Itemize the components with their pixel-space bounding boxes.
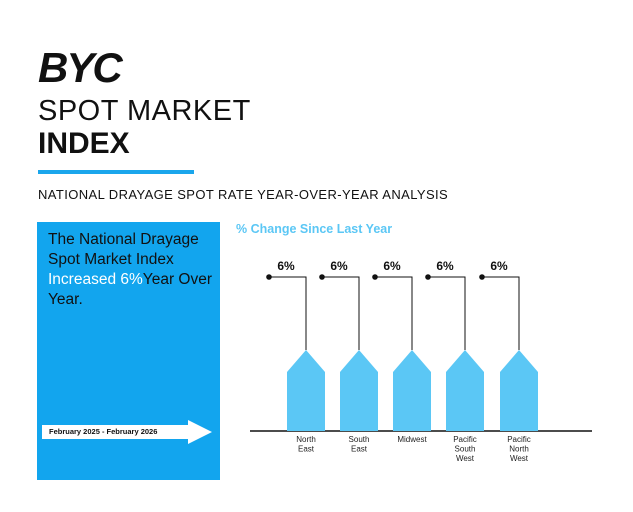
- leader-line: [269, 276, 307, 350]
- leader-dot: [425, 274, 431, 280]
- date-arrow-icon: [42, 420, 212, 444]
- summary-text: The National Drayage Spot Market Index I…: [48, 230, 216, 310]
- leader-dot: [479, 274, 485, 280]
- leader-dot: [266, 274, 272, 280]
- category-label: Pacific South West: [453, 435, 477, 463]
- category-label: Pacific North West: [507, 435, 531, 463]
- bar: [287, 350, 325, 431]
- summary-highlight: Increased 6%: [48, 271, 143, 288]
- leader-dot: [372, 274, 378, 280]
- leader-line: [428, 276, 466, 350]
- date-range: February 2025 - February 2026: [49, 427, 158, 436]
- bar: [393, 350, 431, 431]
- page-subtitle: NATIONAL DRAYAGE SPOT RATE YEAR-OVER-YEA…: [38, 187, 449, 202]
- data-label: 6%: [436, 259, 454, 273]
- leader-line: [375, 276, 413, 350]
- byc-logo: BYC: [38, 46, 125, 88]
- category-label: North East: [296, 435, 316, 454]
- leader-dot: [319, 274, 325, 280]
- data-label: 6%: [490, 259, 508, 273]
- summary-panel: The National Drayage Spot Market Index I…: [37, 222, 220, 480]
- bar-chart: 6% North East 6% South East 6% Midwest 6% Pacific…: [250, 259, 592, 463]
- category-label: South East: [349, 435, 370, 454]
- data-label: 6%: [383, 259, 401, 273]
- data-label: 6%: [330, 259, 348, 273]
- bar: [500, 350, 538, 431]
- chart-title: % Change Since Last Year: [236, 222, 393, 236]
- summary-text-after: Year Over Year.: [48, 271, 212, 308]
- logo-text: BYC: [38, 46, 123, 88]
- summary-text-before: The National Drayage Spot Market Index: [48, 231, 199, 268]
- leader-line: [322, 276, 360, 350]
- category-label: Midwest: [397, 435, 427, 444]
- bar: [340, 350, 378, 431]
- page-title-line2: INDEX: [38, 127, 130, 160]
- bar: [446, 350, 484, 431]
- title-divider: [38, 170, 194, 174]
- data-label: 6%: [277, 259, 295, 273]
- page-title-line1: SPOT MARKET: [38, 95, 251, 127]
- leader-line: [482, 276, 520, 350]
